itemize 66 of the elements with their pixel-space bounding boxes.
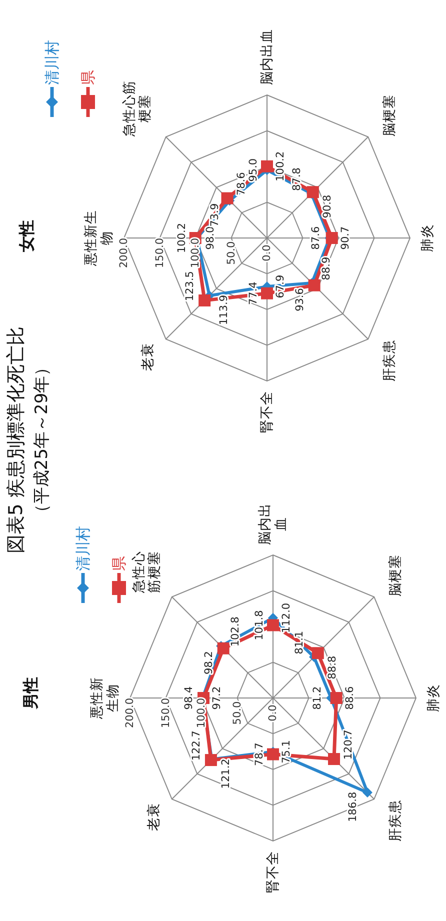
spoke-label: 脳梗塞 <box>381 94 398 137</box>
data-label: 81.1 <box>294 630 306 654</box>
text: 県 <box>79 70 97 85</box>
data-label: 87.8 <box>290 168 303 191</box>
data-label: 112.0 <box>280 602 292 633</box>
y-tick-label: 50.0 <box>231 701 244 725</box>
y-tick-label: 50.0 <box>225 241 238 265</box>
data-label: 97.2 <box>211 686 223 710</box>
spoke-label: 脳内出血 <box>257 503 289 545</box>
spoke-label: 肺炎 <box>420 224 436 252</box>
spoke-label: 腎不全 <box>259 391 275 433</box>
y-tick-label: 100.0 <box>196 698 208 728</box>
data-label: 81.2 <box>312 686 324 710</box>
data-label: 101.8 <box>254 610 266 640</box>
y-tick-label: 200.0 <box>124 698 136 728</box>
data-label: 90.8 <box>321 194 334 218</box>
data-label: 100.2 <box>176 222 188 254</box>
spoke-label: 老衰 <box>146 802 162 831</box>
data-label: 78.6 <box>236 172 248 196</box>
spoke-label: 老衰 <box>140 342 156 371</box>
spoke-label: 腎不全 <box>265 851 281 893</box>
data-label: 67.9 <box>274 274 286 298</box>
data-label: 73.9 <box>209 203 222 227</box>
data-label: 98.4 <box>183 686 196 710</box>
text: 図表5 疾患別標準化死亡比 <box>5 326 27 554</box>
spoke-label: 脳内出血 <box>259 29 275 85</box>
y-tick-label: 200.0 <box>118 238 130 268</box>
data-label: 100.2 <box>274 151 286 182</box>
y-tick-label: 0.0 <box>261 244 273 262</box>
data-label: 120.7 <box>342 730 354 760</box>
spoke-label: 肝疾患 <box>387 799 404 842</box>
text: 県 <box>110 556 128 571</box>
data-label: 113.9 <box>218 294 230 326</box>
data-label: 121.2 <box>220 758 232 789</box>
data-label: 90.7 <box>339 226 352 250</box>
data-label: 95.0 <box>248 158 260 182</box>
spoke-label: 肺炎 <box>426 684 442 712</box>
data-label: 98.0 <box>204 226 216 250</box>
data-label: 88.9 <box>320 256 332 280</box>
text: 清川村 <box>43 40 61 85</box>
data-label: 75.1 <box>280 740 292 764</box>
spoke-label: 急性心筋梗塞 <box>131 550 163 594</box>
data-label: 77.4 <box>248 282 260 306</box>
text: （平成25年～29年） <box>32 358 52 522</box>
data-label: 98.2 <box>202 651 215 674</box>
data-label: 88.6 <box>344 686 356 710</box>
data-label: 122.7 <box>190 730 203 761</box>
spoke-label: 脳梗塞 <box>387 554 404 597</box>
spoke-label: 悪性新生物 <box>83 210 115 267</box>
spoke-label: 肝疾患 <box>381 339 398 382</box>
y-tick-label: 0.0 <box>267 704 279 722</box>
data-label: 123.5 <box>184 271 196 302</box>
y-tick-label: 150.0 <box>154 238 166 268</box>
data-label: 93.6 <box>294 288 306 312</box>
data-label: 78.7 <box>254 742 266 766</box>
data-label: 186.8 <box>347 792 360 822</box>
data-label: 102.8 <box>229 616 242 647</box>
data-label: 87.6 <box>310 226 322 250</box>
text: 女性 <box>16 220 36 253</box>
text: 男性 <box>20 677 40 710</box>
data-label: 88.8 <box>326 656 338 680</box>
spoke-label: 悪性新生物 <box>89 677 121 720</box>
spoke-label: 急性心筋梗塞 <box>122 80 154 138</box>
y-tick-label: 150.0 <box>160 698 172 728</box>
y-tick-label: 100.0 <box>190 238 202 268</box>
text: 清川村 <box>74 526 92 571</box>
